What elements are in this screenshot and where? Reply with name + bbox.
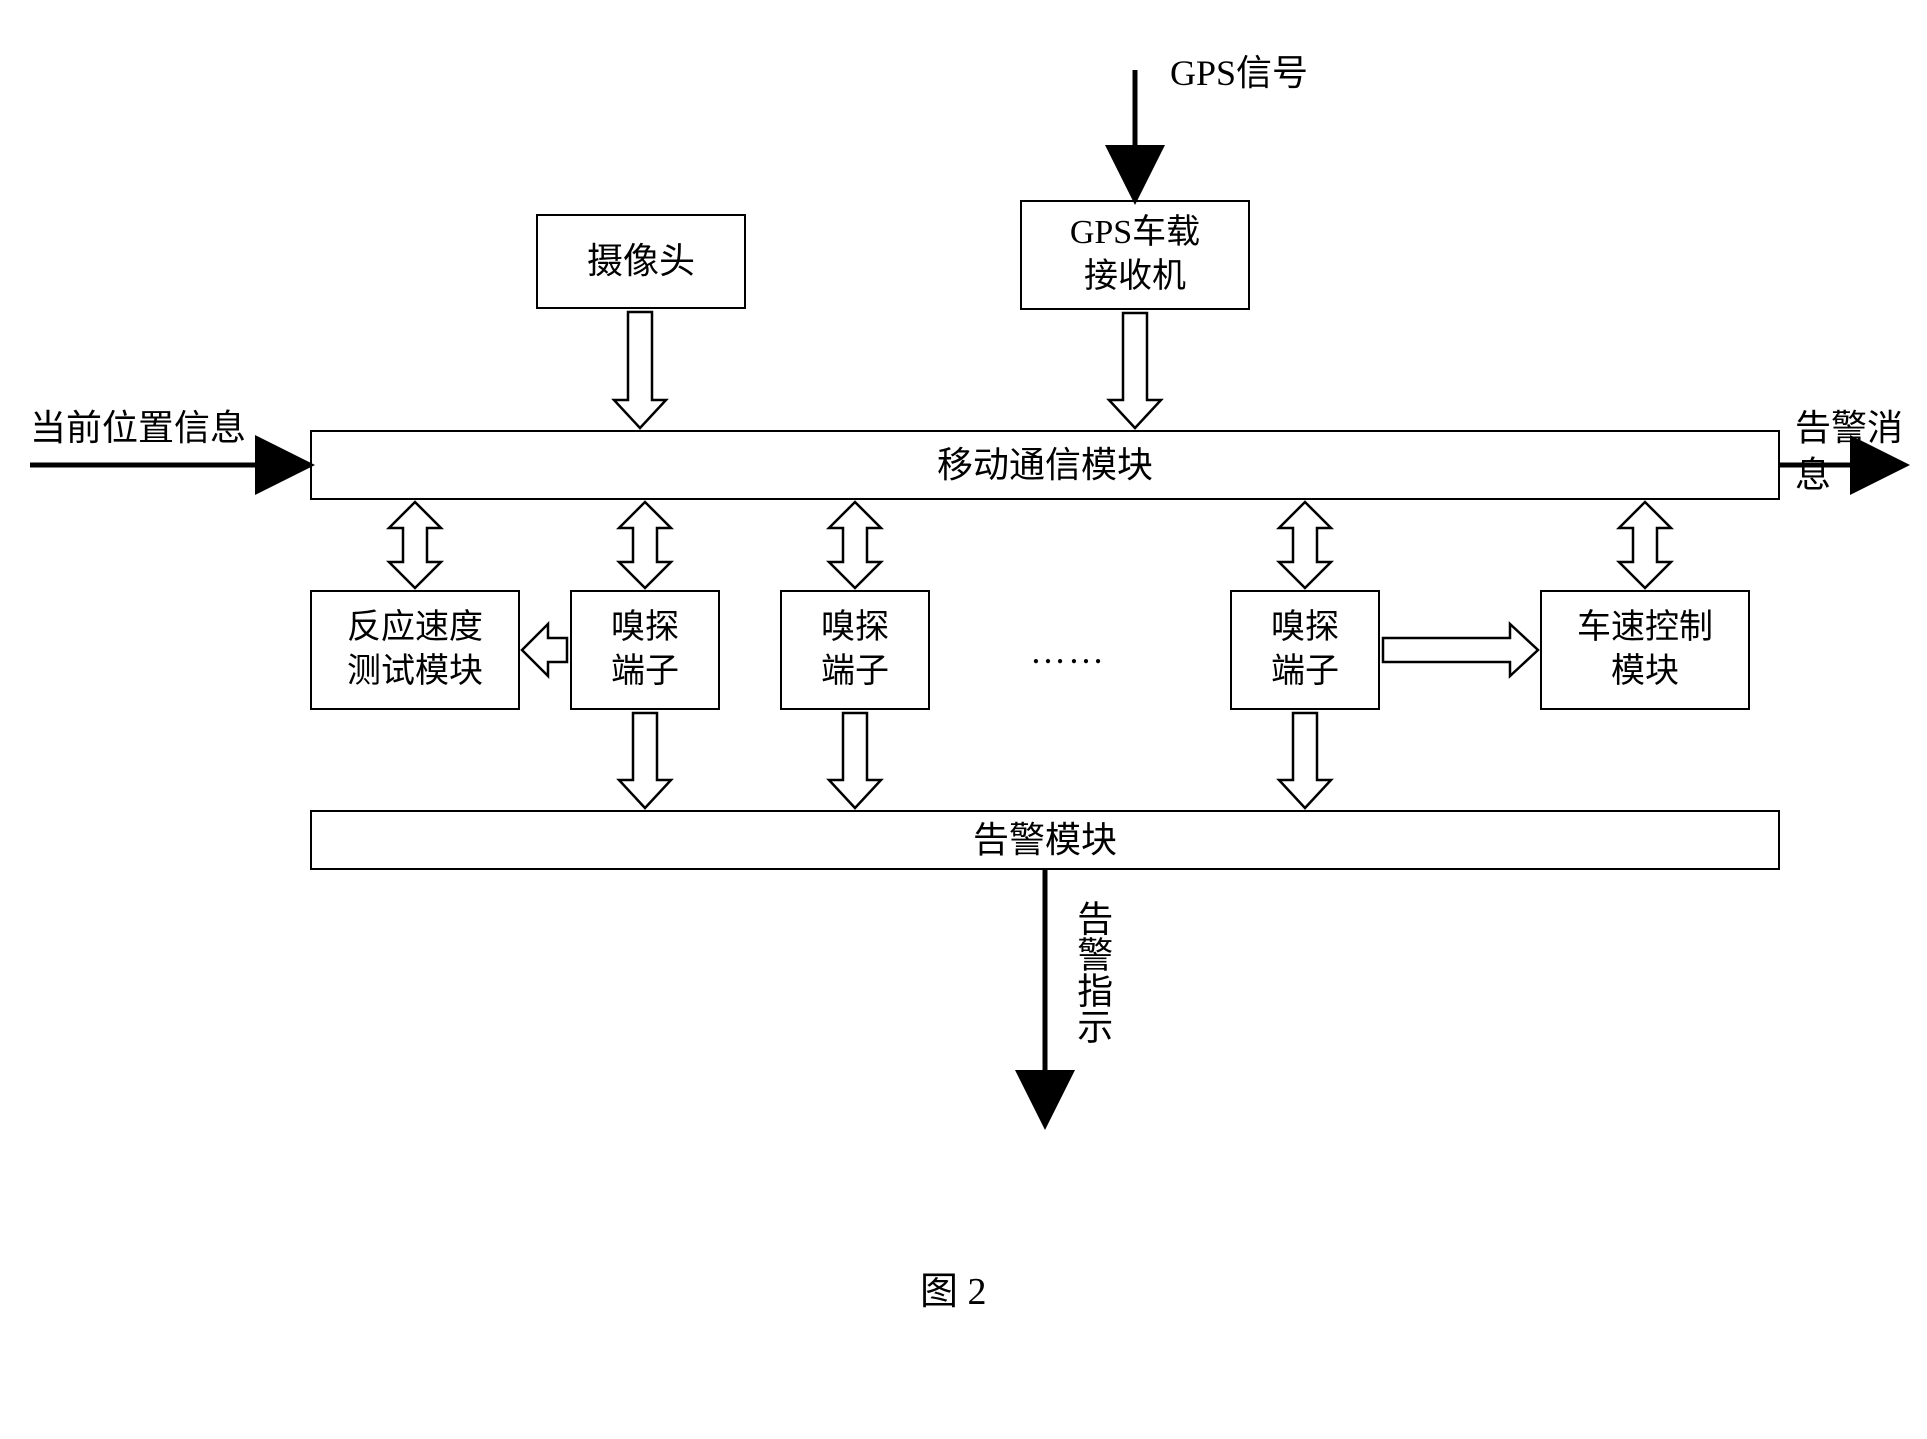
gps-signal-label: GPS信号 xyxy=(1170,50,1308,97)
speed-control-label: 车速控制 模块 xyxy=(1577,606,1713,694)
right-output-text: 告警消息 xyxy=(1795,408,1903,495)
sniff1-to-alarm-arrow xyxy=(619,713,671,808)
alarm-module-box: 告警模块 xyxy=(310,810,1780,870)
speed-comm-arrow xyxy=(1619,502,1671,588)
gps-receiver-label: GPS车载 接收机 xyxy=(1070,211,1200,299)
arrows-overlay xyxy=(0,0,1927,1439)
left-input-text: 当前位置信息 xyxy=(30,408,246,448)
sniff-terminal-3-box: 嗅探 端子 xyxy=(1230,590,1380,710)
camera-to-comm-arrow xyxy=(614,312,666,428)
reaction-comm-arrow xyxy=(389,502,441,588)
ellipsis-label: …… xyxy=(1030,630,1106,672)
camera-label: 摄像头 xyxy=(587,238,695,285)
comm-module-box: 移动通信模块 xyxy=(310,430,1780,500)
sniff-terminal-3-label: 嗅探 端子 xyxy=(1271,606,1339,694)
sniff3-to-speed-arrow xyxy=(1383,624,1538,676)
sniff2-comm-arrow xyxy=(829,502,881,588)
camera-box: 摄像头 xyxy=(536,214,746,309)
gps-to-comm-arrow xyxy=(1109,313,1161,428)
reaction-module-box: 反应速度 测试模块 xyxy=(310,590,520,710)
sniff2-to-alarm-arrow xyxy=(829,713,881,808)
ellipsis-text: …… xyxy=(1030,631,1106,671)
reaction-module-label: 反应速度 测试模块 xyxy=(347,606,483,694)
sniff1-comm-arrow xyxy=(619,502,671,588)
sniff-terminal-1-box: 嗅探 端子 xyxy=(570,590,720,710)
sniff-terminal-2-box: 嗅探 端子 xyxy=(780,590,930,710)
sniff3-to-alarm-arrow xyxy=(1279,713,1331,808)
sniff-terminal-2-label: 嗅探 端子 xyxy=(821,606,889,694)
sniff1-to-reaction-arrow xyxy=(522,624,567,676)
figure-caption-text: 图 2 xyxy=(920,1271,987,1313)
diagram-canvas: 摄像头 GPS车载 接收机 移动通信模块 反应速度 测试模块 嗅探 端子 嗅探 … xyxy=(0,0,1927,1439)
alarm-indicator-label: 告警指示 xyxy=(1070,900,1113,1044)
comm-module-label: 移动通信模块 xyxy=(937,442,1153,489)
sniff3-comm-arrow xyxy=(1279,502,1331,588)
gps-receiver-box: GPS车载 接收机 xyxy=(1020,200,1250,310)
speed-control-box: 车速控制 模块 xyxy=(1540,590,1750,710)
sniff-terminal-1-label: 嗅探 端子 xyxy=(611,606,679,694)
alarm-indicator-text: 告警指示 xyxy=(1072,900,1112,1044)
alarm-module-label: 告警模块 xyxy=(973,817,1117,864)
gps-signal-text: GPS信号 xyxy=(1170,53,1308,93)
right-output-label: 告警消息 xyxy=(1795,405,1927,499)
left-input-label: 当前位置信息 xyxy=(30,405,246,452)
figure-caption: 图 2 xyxy=(920,1260,987,1315)
